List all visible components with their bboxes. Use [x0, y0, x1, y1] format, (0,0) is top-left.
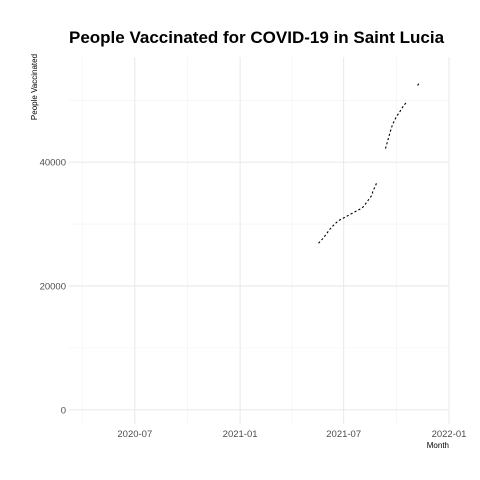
series-line-segment [318, 181, 378, 244]
series-line-segment [417, 82, 421, 86]
x-tick-label: 2021-01 [223, 429, 258, 440]
x-axis-title: Month [427, 441, 449, 450]
series-line-segment [384, 102, 407, 149]
x-tick-label: 2020-07 [117, 429, 152, 440]
x-tick-label: 2021-07 [326, 429, 361, 440]
y-tick-label: 20000 [40, 281, 66, 292]
y-tick-label: 40000 [40, 158, 66, 169]
chart-title: People Vaccinated for COVID-19 in Saint … [69, 28, 445, 47]
x-tick-label: 2022-01 [432, 429, 467, 440]
y-tick-labels: 0 20000 40000 [40, 158, 66, 417]
data-series [318, 82, 421, 244]
x-tick-labels: 2020-07 2021-01 2021-07 2022-01 [117, 429, 466, 440]
y-tick-label: 0 [61, 405, 66, 416]
plot-grid [69, 57, 450, 424]
y-axis-title: People Vaccinated [30, 54, 39, 120]
